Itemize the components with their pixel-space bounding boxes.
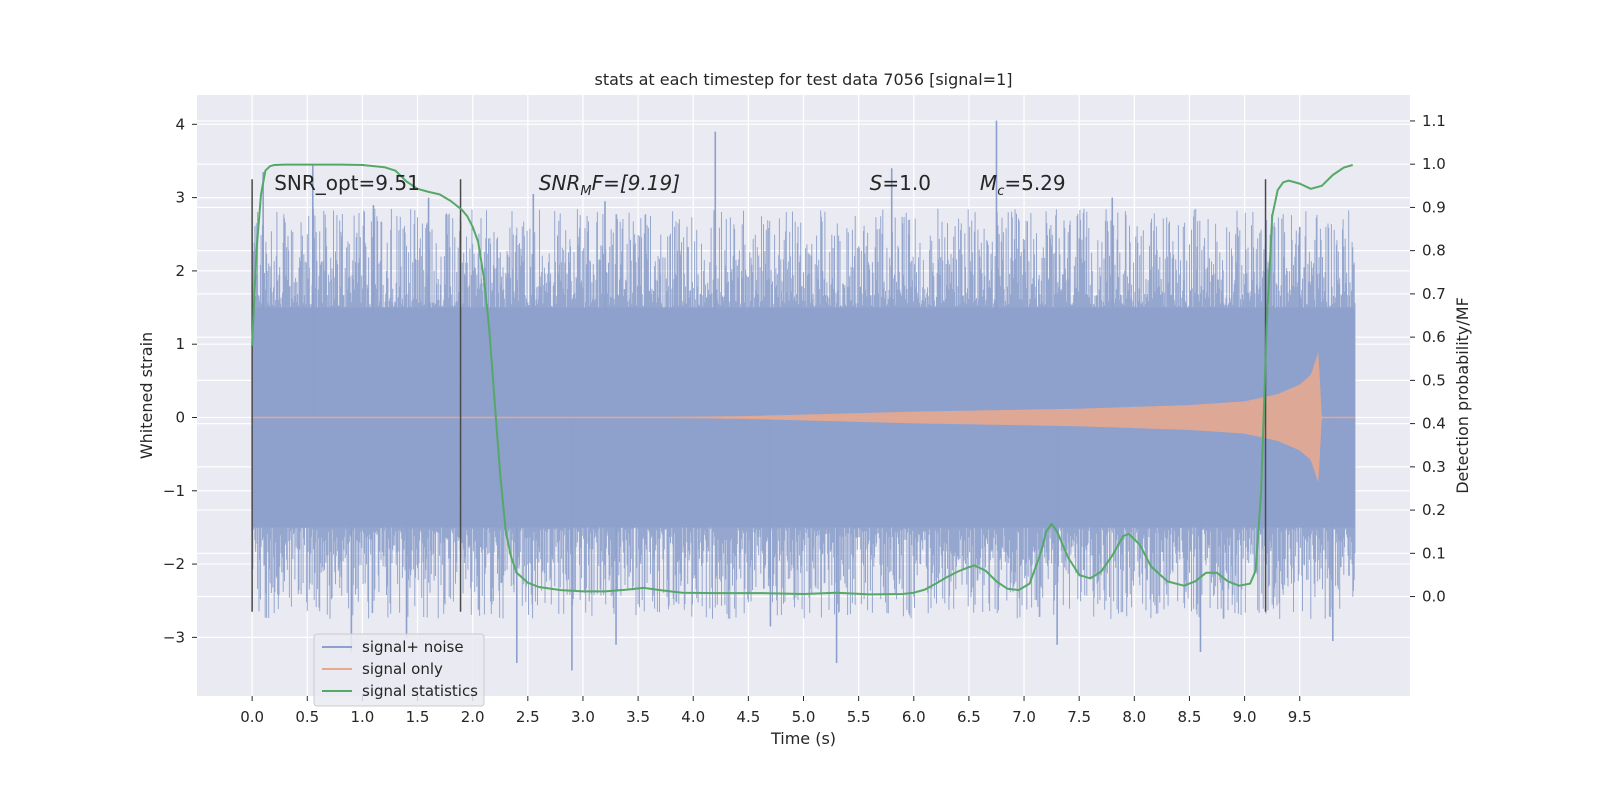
annotation-snr-mf-sub: M [580,184,591,199]
annotation-snr-opt: SNR_opt=9.51 [274,171,420,195]
annotation-s-post: =1.0 [882,171,931,195]
x-tick-label: 3.5 [626,708,650,726]
x-tick-label: 8.0 [1122,708,1146,726]
x-tick-label: 9.0 [1233,708,1257,726]
y-tick-label: −2 [163,555,185,573]
ticks: 0.0 0.5 1.0 1.5 2.0 2.5 3.0 3.5 4.0 4.5 5.0 5.5 6.0 6… [163,112,1446,726]
y2-tick-label: 1.0 [1422,155,1446,173]
x-tick-label: 7.0 [1012,708,1036,726]
y2-tick-label: 1.1 [1422,112,1446,130]
annotation-mc-pre: M [980,171,997,195]
y2-tick-label: 0.7 [1422,285,1446,303]
signal-envelope [627,352,1324,483]
x-tick-label: 8.5 [1178,708,1202,726]
x-tick-label: 6.5 [957,708,981,726]
annotation-mc-post: =5.29 [1004,171,1065,195]
y2-tick-label: 0.5 [1422,371,1446,389]
legend-label-signal-statistics: signal statistics [362,682,478,700]
x-tick-label: 4.0 [681,708,705,726]
y2-tick-label: 0.8 [1422,242,1446,260]
y-tick-label: 0 [175,408,185,426]
annotation-s-pre: S [870,171,883,195]
annotation-s: S=1.0 [870,171,931,195]
chart-title: stats at each timestep for test data 705… [594,70,1012,89]
x-tick-label: 7.5 [1067,708,1091,726]
y2-tick-label: 0.9 [1422,198,1446,216]
x-tick-label: 2.5 [516,708,540,726]
y2-tick-label: 0.1 [1422,544,1446,562]
y-tick-label: 3 [175,189,185,207]
legend-label-signal-only: signal only [362,660,443,678]
x-tick-label: 1.0 [350,708,374,726]
annotation-snr-mf-pre: SNR [539,171,581,195]
annotation-mc: Mc=5.29 [980,171,1066,199]
x-tick-label: 5.0 [792,708,816,726]
legend-label-signal-noise: signal+ noise [362,638,464,656]
annotation-snr-mf-post: F=[9.19] [592,171,680,195]
annotation-mc-sub: c [997,184,1004,199]
y-tick-label: −1 [163,482,185,500]
y-tick-label: −3 [163,628,185,646]
y-axis-label: Whitened strain [137,332,156,459]
x-tick-label: 9.5 [1288,708,1312,726]
y2-tick-label: 0.2 [1422,501,1446,519]
x-axis-label: Time (s) [770,729,836,748]
legend: signal+ noise signal only signal statist… [313,633,485,707]
x-tick-label: 3.0 [571,708,595,726]
signal-statistics-series [251,163,1353,596]
y2-tick-label: 0.4 [1422,415,1446,433]
y-tick-label: 2 [175,262,185,280]
y-tick-label: 1 [175,335,185,353]
x-tick-label: 0.0 [240,708,264,726]
x-tick-label: 5.5 [847,708,871,726]
signal-only-series [252,352,1355,483]
statistics-line [251,163,1353,596]
vertical-markers [251,179,1267,612]
x-tick-label: 4.5 [736,708,760,726]
y-tick-label: 4 [175,115,185,133]
y2-axis-label: Detection probability/MF [1453,297,1472,494]
x-tick-label: 6.0 [902,708,926,726]
annotation-snr-mf: SNRMF=[9.19] [539,171,680,199]
x-tick-label: 1.5 [406,708,430,726]
y2-tick-label: 0.6 [1422,328,1446,346]
y2-tick-label: 0.0 [1422,588,1446,606]
x-tick-label: 2.0 [461,708,485,726]
x-tick-label: 0.5 [295,708,319,726]
legend-box [313,633,485,707]
y2-tick-label: 0.3 [1422,458,1446,476]
